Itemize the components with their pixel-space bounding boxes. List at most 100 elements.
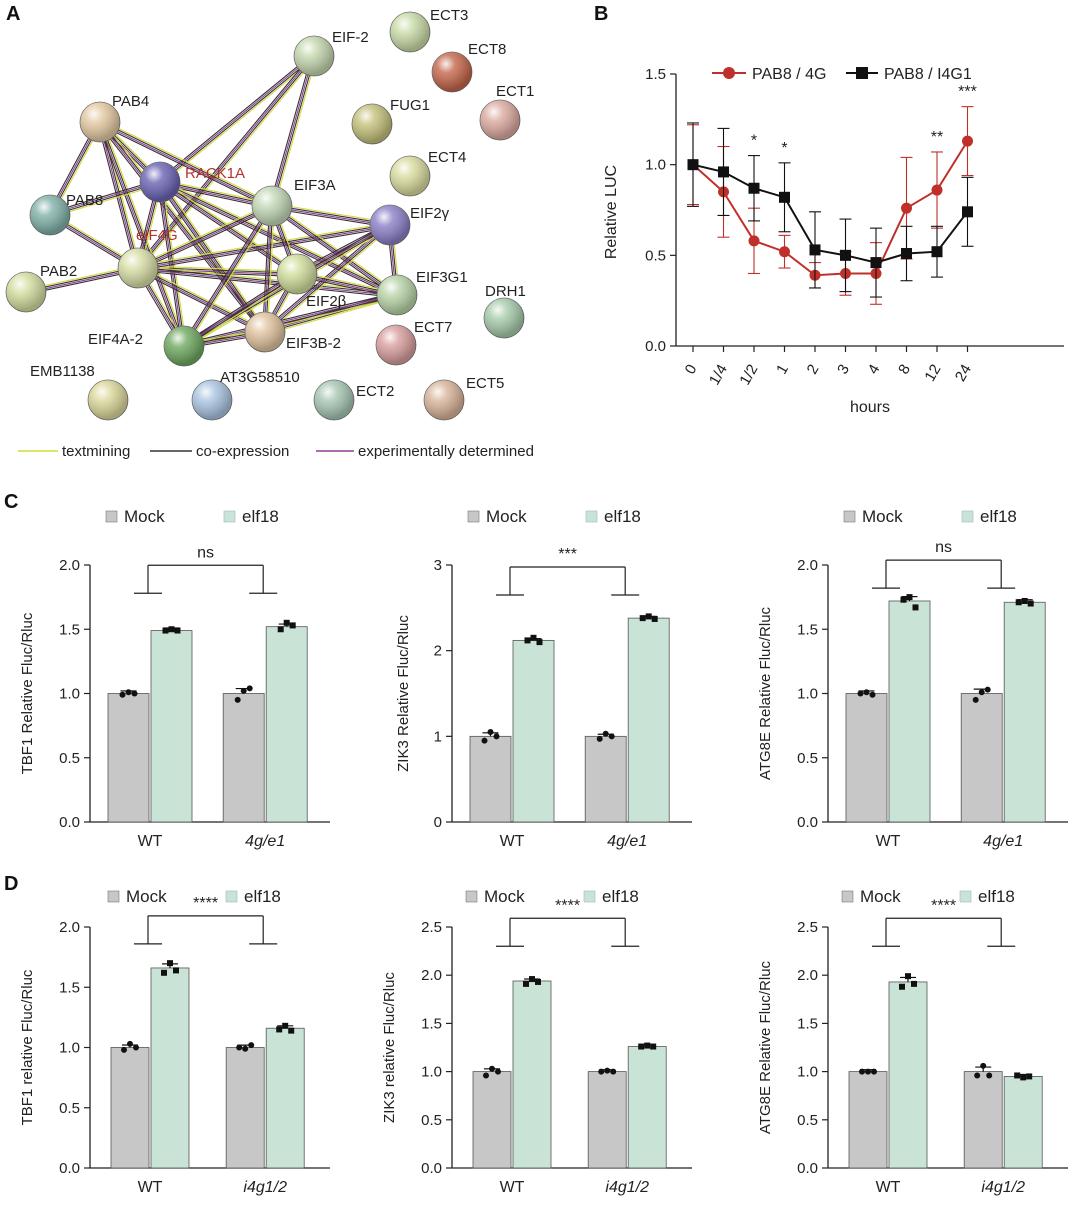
bar-chart-c-tbf1: 0.0 0.5 1.0 1.5 2.0 TBF1 Relative Fluc/Rluc WT… — [19, 507, 330, 850]
x-tick-label: WT — [500, 833, 525, 850]
network-node: ECT1 — [479, 83, 534, 141]
x-tick-label: 4g/e1 — [983, 833, 1023, 850]
network-node-label: ECT3 — [430, 7, 468, 24]
network-edge-strand — [139, 57, 317, 270]
replicate-point — [495, 1068, 501, 1075]
network-edge-strand — [184, 275, 299, 349]
network-edge-strand — [100, 121, 267, 332]
network-edge-strand — [98, 122, 184, 347]
legend-label: elf18 — [978, 887, 1015, 906]
bar-elf18 — [627, 617, 670, 823]
x-tick-label: WT — [876, 833, 901, 850]
replicate-point — [168, 626, 175, 633]
y-tick-label: 0.0 — [797, 1160, 818, 1177]
network-edge-strand — [100, 120, 273, 206]
network-node: ECT4 — [389, 149, 466, 197]
replicate-point — [639, 615, 646, 622]
replicate-point — [248, 1042, 255, 1049]
significance-marker: ns — [197, 544, 214, 561]
bar-chart-c-atg8e: 0.0 0.5 1.0 1.5 2.0 ATG8E Relative Fluc/Rluc W… — [757, 507, 1068, 850]
replicate-point — [604, 1067, 611, 1074]
network-node-shine — [377, 275, 417, 315]
bar-mock — [107, 693, 150, 823]
y-tick-label: 2.5 — [797, 919, 818, 936]
network-edge-strand — [184, 295, 398, 348]
bar-mock — [222, 693, 265, 823]
replicate-point — [986, 1072, 993, 1079]
replicate-point — [610, 1068, 617, 1075]
replicate-point — [1020, 1074, 1027, 1081]
network-node: EIF2γ — [369, 204, 450, 246]
replicate-point — [911, 980, 917, 987]
y-tick-label: 2.0 — [59, 919, 80, 936]
network-edge-strand — [264, 293, 397, 332]
network-edge-strand — [138, 225, 391, 270]
network-node: PAB4 — [79, 93, 149, 143]
bar-mock — [845, 693, 888, 823]
replicate-point — [1026, 1073, 1033, 1080]
network-node-label: EIF3B-2 — [286, 335, 341, 352]
network-node-shine — [192, 380, 232, 420]
replicate-point — [871, 1068, 877, 1075]
network-node: eIF4G — [117, 227, 178, 289]
legend-label-textmining: textmining — [62, 443, 130, 460]
network-node: EIF2β — [276, 253, 347, 310]
y-tick-label: 1.0 — [797, 1064, 818, 1081]
network-edge-strand — [273, 203, 399, 294]
network-edge — [262, 205, 275, 333]
network-edge-strand — [182, 205, 272, 346]
network-node-shine — [118, 248, 158, 288]
legend-label-coexpression: co-expression — [196, 443, 289, 460]
legend-label: elf18 — [604, 507, 641, 526]
network-node-label: PAB2 — [40, 263, 77, 280]
network-edge-strand — [161, 57, 316, 185]
network-edge-strand — [183, 292, 397, 345]
bar-mock — [963, 1071, 1003, 1169]
network-node-shine — [390, 12, 430, 52]
x-tick-label: 12 — [921, 362, 944, 385]
network-node-shine — [140, 162, 180, 202]
replicate-point — [596, 735, 603, 742]
network-edge-strand — [270, 55, 314, 206]
network-edge-strand — [138, 207, 274, 271]
replicate-point — [980, 1062, 987, 1069]
replicate-point — [288, 1027, 295, 1034]
data-point — [962, 206, 973, 218]
network-edge-strand — [158, 183, 397, 298]
bar-elf18 — [1003, 1076, 1043, 1169]
bar-elf18 — [512, 980, 552, 1169]
network-node-label: eIF4G — [136, 227, 178, 244]
bar-elf18 — [888, 600, 931, 823]
y-tick-label: 1.5 — [645, 66, 666, 83]
network-edge-strand — [184, 296, 398, 349]
network-node: EIF3B-2 — [244, 311, 341, 353]
x-tick-label: 4 — [865, 362, 884, 378]
legend-swatch-elf18 — [223, 510, 236, 523]
legend-swatch-mock — [841, 890, 854, 903]
y-tick-label: 0.5 — [59, 750, 80, 767]
network-edge-strand — [137, 204, 272, 268]
network-edge-strand — [265, 295, 398, 334]
data-point — [962, 135, 973, 147]
bar-chart-d-atg8e: 0.0 0.5 1.0 1.5 2.0 2.5 ATG8E Relative Fluc/Rl… — [757, 887, 1068, 1196]
network-node-label: AT3G58510 — [220, 369, 300, 386]
replicate-point — [283, 619, 290, 626]
y-tick-label: 1.5 — [797, 621, 818, 638]
network-edge — [136, 265, 267, 335]
replicate-point — [483, 1072, 489, 1079]
replicate-point — [912, 604, 919, 611]
legend-swatch-elf18 — [583, 890, 596, 903]
replicate-point — [173, 967, 179, 974]
network-edge — [137, 222, 391, 271]
network-node-shine — [88, 380, 128, 420]
legend-swatch-elf18 — [961, 510, 974, 523]
y-tick-label: 1.0 — [59, 1040, 80, 1057]
replicate-point — [493, 733, 500, 740]
x-tick-label: 8 — [895, 362, 914, 378]
bar-mock — [587, 1071, 627, 1169]
significance-marker: * — [751, 133, 757, 150]
significance-marker: * — [781, 140, 787, 157]
network-node-label: DRH1 — [485, 283, 526, 300]
